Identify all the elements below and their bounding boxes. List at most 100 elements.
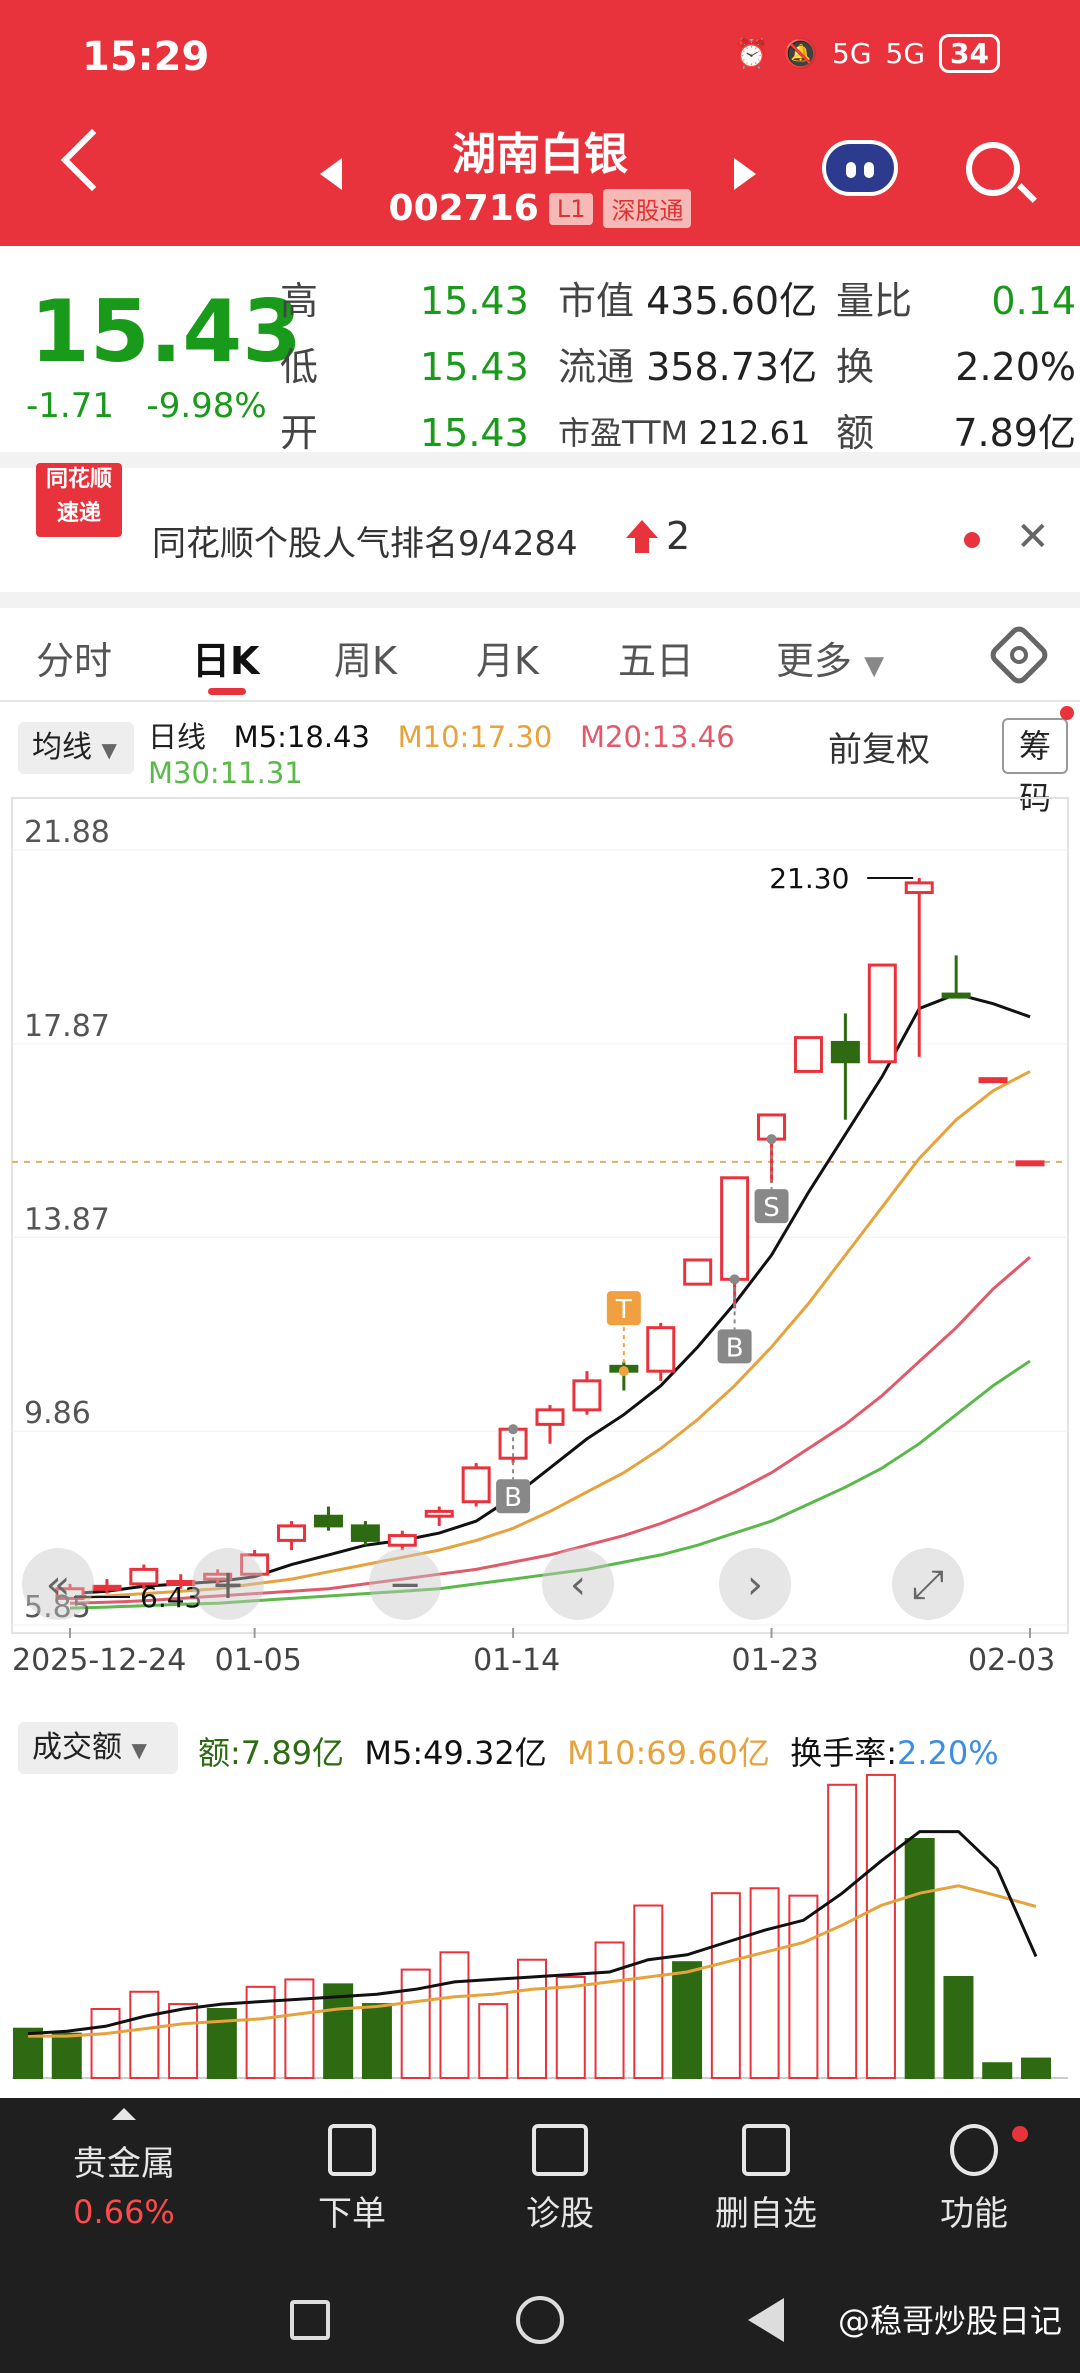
min-price-label: 6.43 — [140, 1581, 202, 1614]
zoom-out-all-icon[interactable]: « — [22, 1548, 94, 1620]
adjust-button[interactable]: 前复权 — [828, 730, 930, 770]
active-tab-indicator — [208, 688, 246, 695]
candle-body — [350, 1524, 380, 1542]
next-stock-icon[interactable] — [734, 158, 756, 190]
candle — [941, 955, 971, 999]
chevron-down-icon: ▼ — [131, 1738, 147, 1762]
zoom-in-icon-glyph: + — [211, 1562, 245, 1608]
nav-functions[interactable]: 功能 — [874, 2098, 1074, 2260]
trade-marker-label: B — [726, 1333, 744, 1363]
tab-five-day[interactable]: 五日 — [618, 639, 695, 683]
volume-bar — [361, 2003, 392, 2079]
nav-functions-label: 功能 — [940, 2194, 1008, 2234]
ma10-line — [69, 1070, 1031, 1600]
nav-remove-watchlist[interactable]: 删自选 — [666, 2098, 866, 2260]
candle-body — [203, 1572, 233, 1581]
scroll-left-icon-glyph: ‹ — [570, 1562, 586, 1608]
ma-selector-button[interactable]: 均线 ▼ — [18, 722, 134, 774]
scroll-right-icon-bg — [719, 1548, 791, 1620]
remove-watchlist-icon — [742, 2124, 790, 2176]
volume-bar — [594, 1941, 625, 2079]
zoom-out-icon[interactable]: − — [369, 1548, 441, 1620]
volume-chart[interactable] — [0, 1760, 1080, 2090]
trade-marker-badge — [717, 1329, 752, 1364]
home-icon[interactable] — [516, 2296, 564, 2344]
kline-y-tick: 21.88 — [24, 815, 110, 850]
candle-body — [867, 963, 897, 1064]
ma30-line — [69, 1359, 1031, 1610]
candle — [904, 878, 934, 1057]
status-time: 15:29 — [82, 34, 210, 80]
chevron-down-icon: ▼ — [101, 738, 117, 762]
fullscreen-icon[interactable]: ⤢ — [892, 1548, 964, 1620]
mcap-label: 市值 — [558, 279, 635, 323]
zoom-in-icon-bg — [192, 1548, 264, 1620]
ma30-legend: M30:11.31 — [148, 756, 303, 790]
candle-body — [941, 992, 971, 999]
tab-more[interactable]: 更多 ▼ — [776, 630, 884, 685]
candle-body — [92, 1584, 122, 1591]
logo-line-2: 速递 — [56, 501, 101, 526]
volume-indicator-button[interactable]: 成交额 ▼ — [18, 1722, 178, 1774]
zoom-out-icon-glyph: − — [388, 1562, 422, 1608]
tab-daily-k[interactable]: 日K — [192, 639, 260, 683]
change-percent: -9.98% — [146, 386, 267, 426]
kline-y-tick: 17.87 — [24, 1009, 110, 1044]
candle-body — [387, 1534, 417, 1547]
chips-button[interactable]: 筹码 — [1002, 718, 1068, 817]
search-icon[interactable] — [966, 142, 1020, 196]
close-icon[interactable]: ✕ — [1016, 514, 1050, 560]
candle-body — [830, 1040, 860, 1064]
zoom-in-icon[interactable]: + — [192, 1548, 264, 1620]
rank-up-arrow-stem — [635, 537, 649, 553]
trade-marker-badge — [754, 1189, 789, 1224]
divider — [0, 700, 1080, 702]
volume-ratio-label: 量比 — [836, 279, 913, 323]
order-icon — [328, 2124, 376, 2176]
recent-apps-icon[interactable] — [290, 2300, 330, 2340]
candle-body — [166, 1579, 196, 1586]
price-change: -1.71 -9.98% — [26, 386, 267, 426]
popularity-rank-text[interactable]: 同花顺个股人气排名9/4284 — [152, 524, 578, 564]
nav-diagnose[interactable]: 诊股 — [460, 2098, 660, 2260]
stock-code: 002716 — [388, 188, 539, 229]
volume-bar — [168, 2003, 199, 2079]
candle — [166, 1574, 196, 1589]
prev-stock-icon[interactable] — [320, 158, 342, 190]
candle-body — [424, 1509, 454, 1518]
bottom-nav: 贵金属 0.66% 下单 诊股 删自选 功能 — [0, 2098, 1080, 2260]
trade-marker-label: S — [763, 1193, 780, 1223]
nav-precious-metals[interactable]: 贵金属 0.66% — [24, 2098, 224, 2260]
volume-bar — [943, 1975, 974, 2079]
candle-body — [277, 1524, 307, 1542]
fullscreen-icon-bg — [892, 1548, 964, 1620]
divider — [0, 592, 1080, 608]
candle-body — [313, 1514, 343, 1528]
scroll-left-icon[interactable]: ‹ — [542, 1548, 614, 1620]
high-value: 15.43 — [420, 279, 529, 323]
scroll-right-icon[interactable]: › — [719, 1548, 791, 1620]
volume-bar — [865, 1773, 896, 2079]
amount-value: 7.89亿 — [953, 411, 1076, 455]
candle — [387, 1530, 417, 1551]
volume-bar — [633, 1904, 664, 2079]
tab-monthly-k[interactable]: 月K — [476, 639, 539, 683]
kline-chart[interactable]: 21.88 17.87 13.87 9.86 5.85 2025-12-24 01-05 01… — [0, 790, 1080, 1690]
header-bar: 15:29 ⏰ 🔕 5G 5G 34 湖南白银 002716 L1 深股通 — [0, 0, 1080, 246]
kline-y-tick: 5.85 — [24, 1590, 91, 1625]
status-icons: ⏰ 🔕 5G 5G 34 — [734, 34, 1000, 73]
kline-x-tick: 02-03 — [968, 1643, 1055, 1678]
volume-bar — [400, 1968, 431, 2079]
robot-assistant-icon[interactable] — [822, 140, 898, 196]
system-back-icon[interactable] — [748, 2298, 784, 2342]
volume-ma10-line — [28, 1884, 1037, 2038]
tab-intraday[interactable]: 分时 — [36, 639, 113, 683]
notice-dot-icon — [964, 532, 980, 548]
tab-weekly-k[interactable]: 周K — [334, 639, 397, 683]
nav-diagnose-label: 诊股 — [526, 2194, 594, 2234]
trade-marker-dot — [766, 1134, 777, 1145]
nav-order[interactable]: 下单 — [252, 2098, 452, 2260]
scroll-right-icon-glyph: › — [747, 1562, 763, 1608]
candle — [92, 1579, 122, 1594]
kline-x-tick: 01-23 — [732, 1643, 819, 1678]
